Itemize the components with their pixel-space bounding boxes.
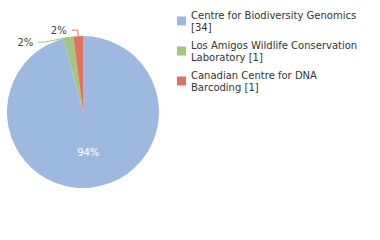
svg-text:Barcoding [1]: Barcoding [1] [191,82,259,93]
svg-text:2%: 2% [51,25,67,36]
svg-text:Laboratory [1]: Laboratory [1] [191,52,263,63]
svg-text:2%: 2% [17,37,33,48]
svg-text:Canadian Centre for DNA: Canadian Centre for DNA [191,70,320,81]
svg-text:Centre for Biodiversity Genomi: Centre for Biodiversity Genomics [191,10,359,21]
svg-text:94%: 94% [77,147,99,158]
svg-text:[34]: [34] [191,22,212,33]
svg-text:Los Amigos Wildlife Conservati: Los Amigos Wildlife Conservation [191,40,360,51]
